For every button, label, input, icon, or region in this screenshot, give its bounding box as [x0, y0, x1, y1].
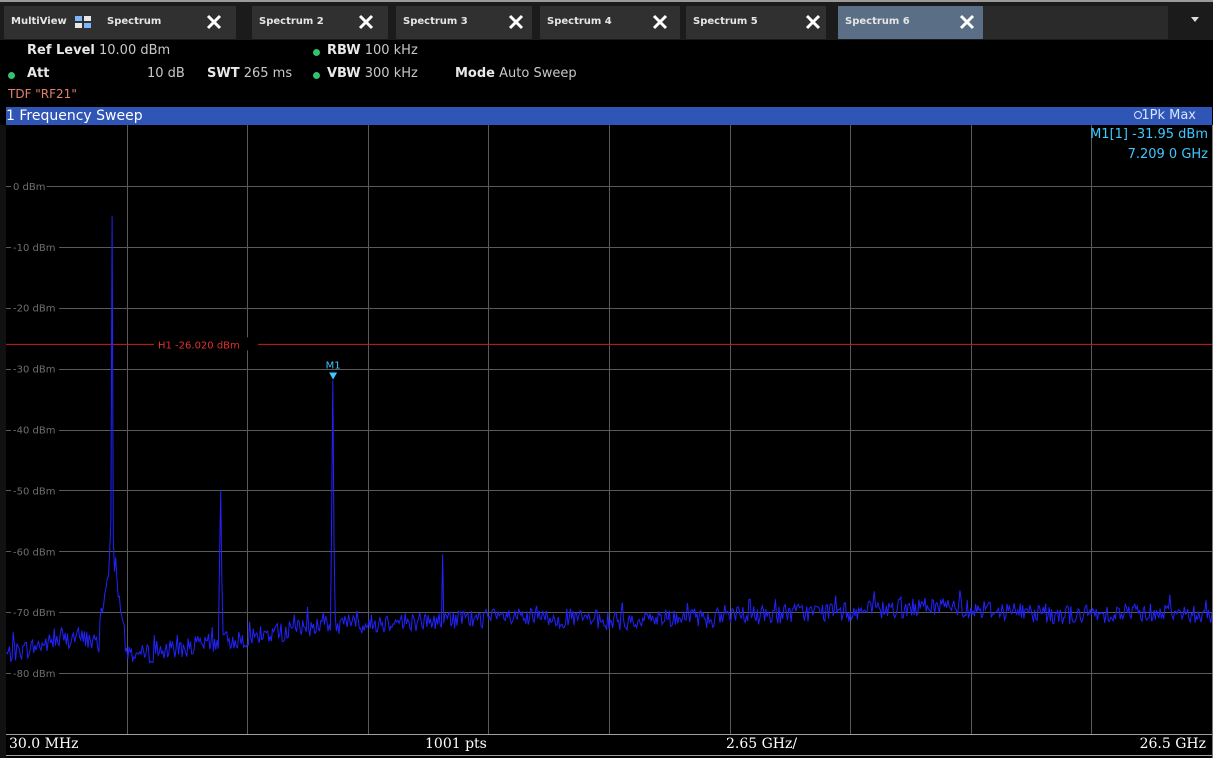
- vbw[interactable]: VBW 300 kHz: [327, 66, 418, 81]
- marker-triangle-icon: [329, 372, 338, 380]
- tab-spectrum-2[interactable]: Spectrum 2: [252, 6, 388, 39]
- window-left-border: [0, 125, 6, 758]
- trace-1-line: [6, 216, 1212, 664]
- multiview-grid-icon: [75, 16, 91, 28]
- marker-m1: M1: [326, 360, 341, 380]
- spectrum-plot[interactable]: 0 dBm -10 dBm -20 dBm -30 dBm -40 dBm -50 dBm…: [6, 125, 1212, 734]
- close-icon[interactable]: [650, 12, 670, 32]
- tab-label: Spectrum 3: [403, 16, 468, 27]
- marker-readout-level: M1[1] -31.95 dBm: [1090, 127, 1208, 142]
- h1-label: H1 -26.020 dBm: [158, 340, 240, 351]
- y-tick-label-bg: [11, 239, 60, 252]
- marker-readout-frequency: 7.209 0 GHz: [1127, 147, 1208, 162]
- tab-label: Spectrum: [107, 16, 162, 27]
- tab-spectrum-3[interactable]: Spectrum 3: [396, 6, 532, 39]
- swt-label: SWT: [207, 66, 240, 81]
- vbw-value: 300 kHz: [364, 66, 418, 81]
- marker-readout-label: M1[1]: [1090, 127, 1128, 142]
- trace-detector-icon: [1134, 111, 1142, 119]
- y-tick-label: -50 dBm: [13, 486, 55, 497]
- att-indicator-dot: [8, 72, 15, 79]
- trace-label[interactable]: 1Pk Max: [1141, 108, 1196, 123]
- tab-label: MultiView: [11, 16, 67, 27]
- y-tick-label-bg: [11, 178, 47, 191]
- tab-empty-area: [983, 6, 1168, 39]
- vbw-indicator-dot: [313, 72, 320, 79]
- mode[interactable]: Mode Auto Sweep: [455, 66, 577, 81]
- tab-multiview[interactable]: MultiView: [4, 6, 109, 39]
- tab-spectrum[interactable]: Spectrum: [100, 6, 236, 39]
- span-per-division[interactable]: 2.65 GHz/: [726, 736, 798, 752]
- tab-spectrum-4[interactable]: Spectrum 4: [540, 6, 680, 39]
- y-tick-label-bg: [11, 666, 60, 679]
- y-tick-label-bg: [11, 300, 60, 313]
- tab-spectrum-5[interactable]: Spectrum 5: [686, 6, 826, 39]
- y-tick-label-bg: [11, 544, 60, 557]
- tdf-label[interactable]: TDF "RF21": [8, 87, 77, 101]
- y-tick-label: -80 dBm: [13, 669, 55, 680]
- rbw-indicator-dot: [313, 49, 320, 56]
- tab-bar: MultiView Spectrum Spectrum 2 Spectrum 3…: [0, 0, 1213, 40]
- y-tick-label: -60 dBm: [13, 547, 55, 558]
- window-title: 1 Frequency Sweep: [6, 108, 143, 124]
- marker-readout-value: -31.95 dBm: [1132, 127, 1208, 142]
- y-tick-label: -40 dBm: [13, 426, 55, 437]
- y-tick-label-bg: [11, 361, 60, 374]
- marker-name-label: M1: [326, 360, 341, 371]
- y-tick-label-bg: [11, 483, 60, 496]
- att-label: Att: [27, 66, 50, 81]
- sweep-points[interactable]: 1001 pts: [425, 736, 487, 752]
- tab-label: Spectrum 2: [259, 16, 324, 27]
- y-tick-label-bg: [11, 605, 60, 618]
- y-tick-label: 0 dBm: [13, 182, 46, 193]
- tab-dropdown-arrow-icon[interactable]: [1191, 17, 1199, 22]
- tab-label: Spectrum 6: [845, 16, 910, 27]
- start-frequency[interactable]: 30.0 MHz: [9, 736, 79, 752]
- vbw-label: VBW: [327, 66, 361, 81]
- att-value[interactable]: 10 dB: [147, 66, 185, 81]
- tab-label: Spectrum 5: [693, 16, 758, 27]
- rbw[interactable]: RBW 100 kHz: [327, 43, 418, 58]
- y-tick-label: -20 dBm: [13, 304, 55, 315]
- stop-frequency[interactable]: 26.5 GHz: [1139, 736, 1206, 752]
- mode-value: Auto Sweep: [499, 66, 577, 81]
- spectrum-plot-area[interactable]: 0 dBm -10 dBm -20 dBm -30 dBm -40 dBm -50 dBm…: [6, 125, 1212, 734]
- rbw-value: 100 kHz: [364, 43, 418, 58]
- close-icon[interactable]: [506, 12, 526, 32]
- swt[interactable]: SWT 265 ms: [207, 66, 292, 81]
- y-tick-label: -30 dBm: [13, 365, 55, 376]
- plot-grid: [6, 125, 1212, 734]
- frequency-axis-footer: 30.0 MHz 1001 pts 2.65 GHz/ 26.5 GHz: [6, 734, 1212, 756]
- settings-panel: Ref Level 10.00 dBm RBW 100 kHz Att 10 d…: [0, 40, 1213, 106]
- rbw-label: RBW: [327, 43, 361, 58]
- close-icon[interactable]: [204, 12, 224, 32]
- h1-display-line: H1 -26.020 dBm: [6, 337, 1212, 351]
- ref-level[interactable]: Ref Level 10.00 dBm: [27, 43, 170, 58]
- y-tick-label: -10 dBm: [13, 243, 55, 254]
- window-title-bar[interactable]: 1 Frequency Sweep 1Pk Max: [6, 107, 1212, 125]
- close-icon[interactable]: [803, 12, 823, 32]
- att[interactable]: Att: [27, 66, 50, 81]
- close-icon[interactable]: [356, 12, 376, 32]
- swt-value: 265 ms: [243, 66, 293, 81]
- close-icon[interactable]: [957, 12, 977, 32]
- y-axis-ticks: 0 dBm -10 dBm -20 dBm -30 dBm -40 dBm -50 dBm…: [11, 178, 60, 680]
- ref-level-label: Ref Level: [27, 43, 95, 58]
- y-tick-label: -70 dBm: [13, 608, 55, 619]
- tab-label: Spectrum 4: [547, 16, 612, 27]
- ref-level-value: 10.00 dBm: [99, 43, 171, 58]
- tab-spectrum-6[interactable]: Spectrum 6: [838, 6, 983, 39]
- y-tick-label-bg: [11, 422, 60, 435]
- mode-label: Mode: [455, 66, 495, 81]
- h1-label-bg: [154, 337, 258, 351]
